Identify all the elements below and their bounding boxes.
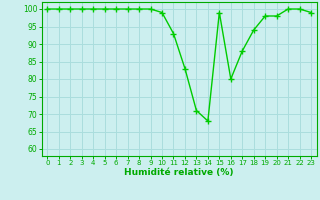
X-axis label: Humidité relative (%): Humidité relative (%) bbox=[124, 168, 234, 177]
